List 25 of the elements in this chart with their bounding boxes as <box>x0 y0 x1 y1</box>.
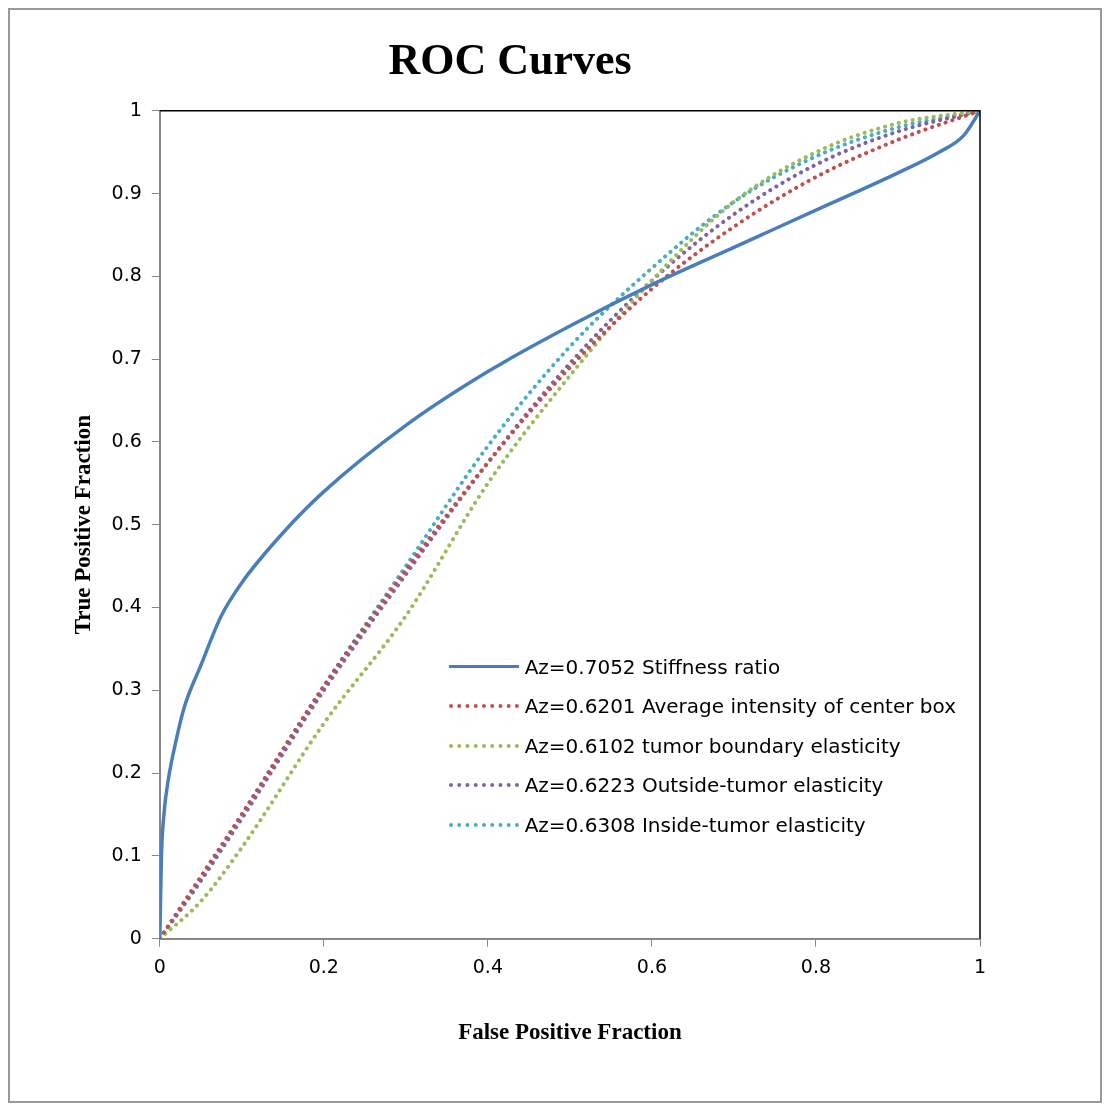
y-axis-title: True Positive Fraction <box>69 414 95 635</box>
y-tick-label: 0.8 <box>111 263 142 286</box>
legend-label: Az=0.6201 Average intensity of center box <box>524 694 956 719</box>
y-tick-label: 0.7 <box>111 346 142 369</box>
x-tick-label: 0.2 <box>308 954 339 977</box>
legend-label: Az=0.6102 tumor boundary elasticity <box>524 733 901 758</box>
y-tick-label: 0.2 <box>111 759 142 782</box>
x-tick-label: 1 <box>973 954 987 977</box>
x-tick-label: 0.4 <box>472 954 503 977</box>
y-tick-label: 0.6 <box>111 428 142 451</box>
y-tick-label: 0.4 <box>111 594 142 617</box>
legend-label: Az=0.6308 Inside-tumor elasticity <box>524 812 866 837</box>
x-axis-title: False Positive Fraction <box>458 1019 682 1045</box>
y-tick-label: 0.5 <box>111 511 142 534</box>
x-tick-label: 0.6 <box>636 954 668 977</box>
x-tick-label: 0 <box>153 954 166 977</box>
legend-label: Az=0.6223 Outside-tumor elasticity <box>524 773 884 798</box>
chart-title: ROC Curves <box>388 34 632 84</box>
y-tick-label: 1 <box>129 97 142 120</box>
y-tick-label: 0 <box>129 925 142 948</box>
x-tick-label: 0.8 <box>800 954 832 977</box>
y-tick-label: 0.9 <box>111 180 142 203</box>
y-tick-label: 0.3 <box>111 677 142 700</box>
y-tick-label: 0.1 <box>111 842 142 865</box>
legend-label: Az=0.7052 Stiffness ratio <box>524 654 781 679</box>
